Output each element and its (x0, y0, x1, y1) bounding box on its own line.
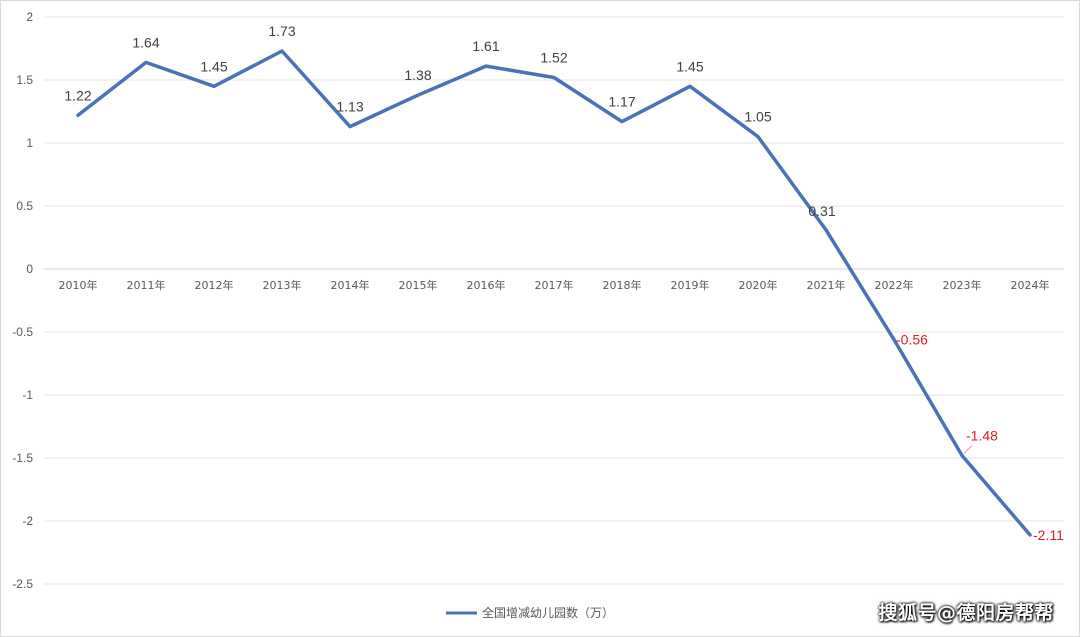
data-label: 1.61 (472, 38, 499, 54)
data-label: 1.17 (608, 94, 635, 110)
data-label: 1.13 (336, 99, 363, 115)
x-tick-label: 2015年 (399, 278, 438, 292)
x-tick-label: 2013年 (263, 278, 302, 292)
y-tick-label: -0.5 (12, 325, 33, 339)
data-labels: 1.22 1.64 1.45 1.73 1.13 1.38 1.61 1.52 1.17 1.45… (64, 23, 1064, 543)
y-tick-label: -1.5 (12, 451, 33, 465)
series-line (76, 49, 1032, 537)
x-tick-label: 2012年 (195, 278, 234, 292)
legend-label: 全国增减幼儿园数（万） (482, 605, 614, 620)
x-tick-label: 2018年 (603, 278, 642, 292)
x-tick-label: 2024年 (1011, 278, 1050, 292)
y-tick-label: -2.5 (12, 577, 33, 591)
x-tick-label: 2017年 (535, 278, 574, 292)
x-tick-label: 2020年 (739, 278, 778, 292)
x-tick-label: 2022年 (875, 278, 914, 292)
y-tick-label: 1.5 (16, 73, 33, 87)
data-label: 1.22 (64, 87, 91, 103)
data-label: -2.11 (1033, 527, 1064, 543)
data-label: 1.52 (540, 49, 567, 65)
x-tick-label: 2011年 (127, 278, 166, 292)
data-label: 1.64 (132, 34, 159, 50)
x-axis-ticks: 2010年 2011年 2012年 2013年 2014年 2015年 2016年 2017年… (59, 278, 1050, 292)
gridlines (44, 16, 1064, 585)
data-label: 1.45 (200, 58, 227, 74)
data-label: 1.45 (676, 58, 703, 74)
y-tick-label: 0.5 (16, 199, 33, 213)
y-tick-label: -2 (22, 514, 33, 528)
data-label: 1.73 (268, 23, 295, 39)
watermark: 搜狐号@德阳房帮帮 (878, 602, 1054, 624)
data-label: 1.38 (404, 67, 431, 83)
y-tick-label: 0 (26, 262, 33, 276)
y-tick-label: -1 (22, 388, 33, 402)
y-tick-label: 2 (26, 10, 33, 24)
legend[interactable]: 全国增减幼儿园数（万） (446, 605, 614, 620)
x-tick-label: 2010年 (59, 278, 98, 292)
data-label: 1.05 (744, 109, 771, 125)
series-line-layer (76, 49, 1032, 537)
data-label-leader (963, 445, 973, 454)
x-tick-label: 2014年 (331, 278, 370, 292)
x-tick-label: 2019年 (671, 278, 710, 292)
y-tick-label: 1 (26, 136, 33, 150)
y-axis-ticks: 2 1.5 1 0.5 0 -0.5 -1 -1.5 -2 -2.5 (12, 10, 33, 591)
data-label: -1.48 (966, 427, 998, 443)
x-tick-label: 2021年 (807, 278, 846, 292)
data-label: 0.31 (808, 203, 835, 219)
x-tick-label: 2016年 (467, 278, 506, 292)
x-tick-label: 2023年 (943, 278, 982, 292)
data-label: -0.56 (896, 332, 928, 348)
